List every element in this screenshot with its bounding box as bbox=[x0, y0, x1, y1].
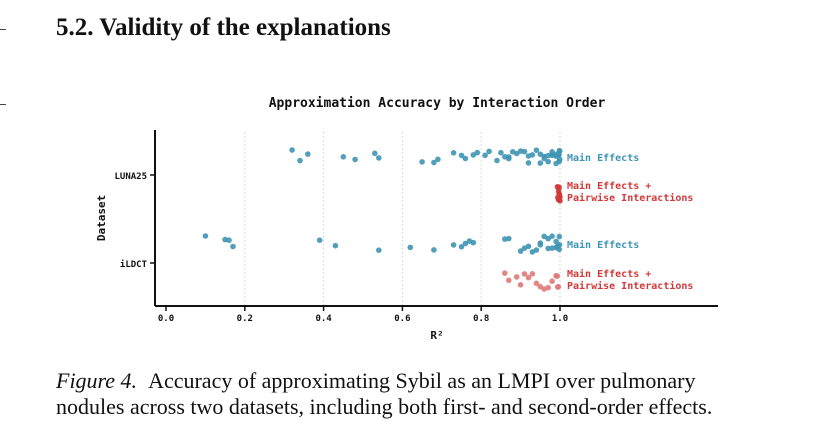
x-tick-label: 0.6 bbox=[394, 314, 410, 324]
data-point bbox=[549, 233, 555, 239]
x-ticks: 0.0 0.2 0.4 0.6 0.8 1.0 bbox=[158, 306, 568, 324]
data-point bbox=[556, 191, 563, 198]
chart-title: Approximation Accuracy by Interaction Or… bbox=[269, 96, 606, 111]
data-point bbox=[226, 237, 232, 243]
data-point bbox=[556, 246, 562, 253]
data-point bbox=[474, 149, 481, 156]
data-point bbox=[435, 156, 441, 163]
data-point bbox=[525, 243, 532, 250]
data-point bbox=[529, 271, 536, 277]
data-point bbox=[545, 158, 551, 165]
chart-grid bbox=[244, 132, 561, 305]
chart-axes bbox=[154, 130, 718, 307]
data-point bbox=[305, 151, 311, 157]
data-point bbox=[419, 159, 425, 165]
data-point bbox=[556, 184, 562, 190]
data-point bbox=[549, 149, 555, 155]
x-tick-label: 0.2 bbox=[237, 314, 253, 324]
left-edge-mark bbox=[0, 104, 6, 105]
series-label: Pairwise Interactions bbox=[567, 280, 693, 292]
data-point bbox=[431, 159, 437, 166]
series-label: Main Effects + bbox=[567, 268, 651, 280]
data-point bbox=[230, 243, 236, 250]
data-point bbox=[450, 242, 457, 248]
data-point bbox=[549, 278, 555, 285]
data-point bbox=[316, 237, 323, 243]
x-axis-label: R² bbox=[430, 329, 443, 342]
data-point bbox=[525, 274, 532, 281]
data-point bbox=[506, 277, 512, 284]
data-point bbox=[554, 284, 561, 290]
data-point bbox=[541, 155, 547, 162]
data-point bbox=[470, 239, 477, 246]
data-point bbox=[297, 157, 303, 164]
data-point bbox=[340, 154, 347, 160]
data-point bbox=[533, 280, 540, 287]
y-ticks: LUNA25 iLDCT bbox=[114, 172, 155, 270]
data-point bbox=[554, 273, 560, 279]
data-point bbox=[506, 235, 512, 242]
caption-text: Accuracy of approximating Sybil as an LM… bbox=[56, 368, 713, 419]
data-point bbox=[462, 155, 469, 162]
data-point bbox=[533, 247, 540, 253]
data-point bbox=[502, 270, 508, 276]
data-point bbox=[498, 149, 504, 156]
data-point bbox=[289, 147, 295, 153]
series-label: Main Effects + bbox=[567, 180, 651, 192]
data-point bbox=[517, 282, 524, 288]
data-point bbox=[521, 271, 528, 277]
x-tick-label: 0.0 bbox=[158, 314, 174, 324]
caption-label: Figure 4. bbox=[56, 368, 138, 393]
data-point bbox=[529, 152, 536, 158]
data-point bbox=[556, 242, 563, 248]
data-point bbox=[482, 152, 488, 159]
data-point bbox=[376, 247, 382, 253]
data-point bbox=[202, 233, 209, 239]
data-points bbox=[202, 147, 563, 292]
data-point bbox=[525, 160, 532, 166]
x-tick-label: 1.0 bbox=[552, 314, 568, 324]
data-point bbox=[556, 152, 562, 158]
y-axis-label: Dataset bbox=[95, 195, 108, 241]
y-tick-label: iLDCT bbox=[120, 259, 148, 270]
data-point bbox=[450, 150, 457, 156]
data-point bbox=[332, 242, 339, 249]
data-point bbox=[537, 160, 544, 166]
data-point bbox=[372, 150, 378, 157]
data-point bbox=[494, 157, 500, 164]
x-tick-label: 0.8 bbox=[473, 314, 489, 324]
data-point bbox=[458, 152, 465, 159]
data-point bbox=[537, 240, 544, 246]
data-point bbox=[545, 284, 551, 291]
data-point bbox=[517, 248, 524, 254]
data-point bbox=[376, 155, 382, 161]
figure-chart: Approximation Accuracy by Interaction Or… bbox=[95, 96, 718, 342]
left-edge-mark bbox=[0, 29, 6, 30]
data-point bbox=[458, 244, 465, 250]
data-point bbox=[352, 156, 358, 163]
x-tick-label: 0.4 bbox=[315, 314, 332, 324]
series-label: Main Effects bbox=[567, 239, 639, 251]
data-point bbox=[533, 147, 540, 153]
data-point bbox=[553, 238, 559, 245]
data-point bbox=[506, 155, 512, 162]
series-label: Main Effects bbox=[567, 152, 639, 164]
section-heading: 5.2. Validity of the explanations bbox=[56, 14, 391, 41]
data-point bbox=[513, 274, 520, 280]
data-point bbox=[486, 148, 492, 155]
data-point bbox=[431, 247, 437, 253]
data-point bbox=[557, 156, 563, 163]
data-point bbox=[407, 244, 414, 251]
data-point bbox=[556, 233, 563, 240]
y-tick-label: LUNA25 bbox=[114, 172, 147, 182]
series-label: Pairwise Interactions bbox=[567, 192, 693, 204]
data-point bbox=[521, 148, 528, 155]
figure-caption: Figure 4. Accuracy of approximating Sybi… bbox=[56, 368, 761, 420]
